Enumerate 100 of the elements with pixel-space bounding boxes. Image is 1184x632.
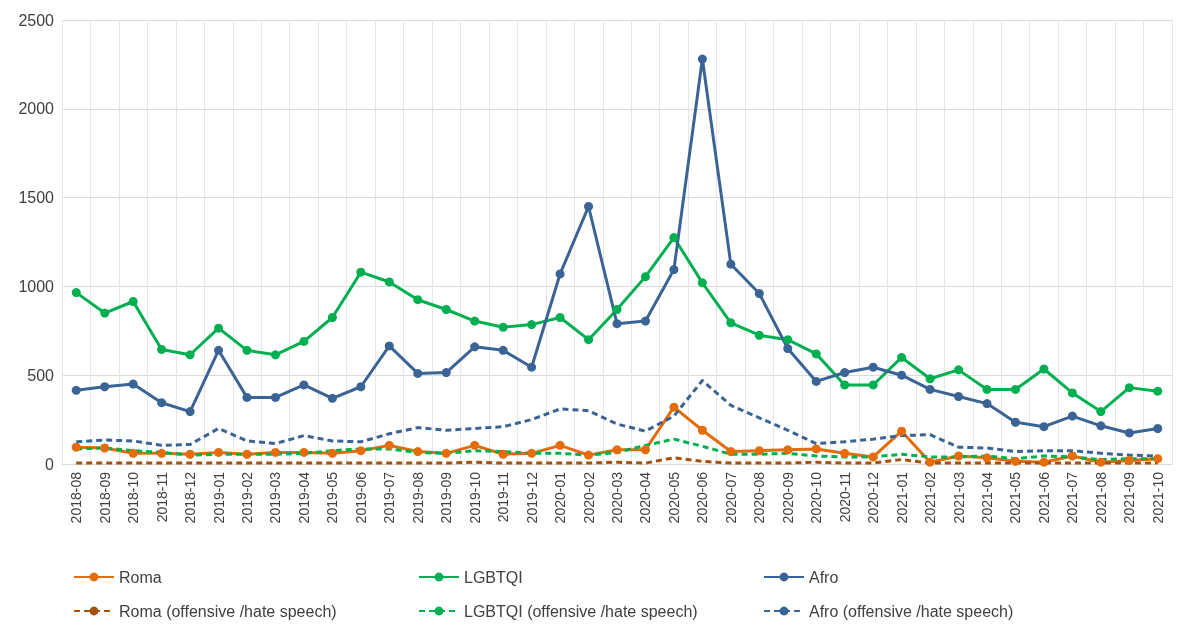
- point: [584, 201, 594, 211]
- x-tick-label: 2020-11: [836, 471, 853, 523]
- point: [384, 440, 394, 450]
- x-tick-label: 2021-02: [922, 471, 939, 524]
- x-tick-label: 2020-03: [609, 471, 625, 524]
- x-tick-label: 2020-10: [808, 471, 825, 524]
- point: [100, 308, 110, 318]
- x-tick-label: 2019-04: [295, 471, 312, 524]
- x-tick-label: 2019-05: [324, 471, 341, 524]
- point: [71, 442, 81, 452]
- point: [128, 297, 138, 306]
- x-tick-label: 2020-04: [637, 471, 654, 524]
- point: [697, 425, 707, 435]
- point: [242, 449, 252, 459]
- point: [555, 440, 565, 450]
- point: [612, 304, 622, 314]
- point: [555, 312, 565, 322]
- point: [1067, 451, 1077, 461]
- point: [1153, 386, 1163, 396]
- point: [640, 445, 650, 455]
- point: [270, 392, 280, 402]
- point: [555, 269, 565, 279]
- x-tick-label: 2021-04: [979, 471, 995, 524]
- point: [811, 349, 821, 359]
- point: [954, 392, 964, 402]
- point: [954, 365, 964, 375]
- point: [1153, 423, 1163, 433]
- x-tick-label: 2019-08: [409, 471, 426, 524]
- point: [754, 446, 764, 456]
- point: [1010, 417, 1020, 427]
- y-tick-label: 1500: [18, 189, 55, 207]
- point: [669, 265, 679, 275]
- point: [897, 426, 907, 436]
- x-tick-label: 2019-11: [495, 471, 512, 523]
- point: [157, 344, 167, 354]
- x-tick-label: 2019-10: [466, 471, 483, 524]
- point: [157, 398, 167, 408]
- x-tick-label: 2021-01: [893, 471, 910, 524]
- point: [270, 447, 280, 457]
- point: [1153, 454, 1163, 464]
- point: [527, 320, 537, 330]
- y-tick-label: 0: [45, 455, 55, 473]
- point: [640, 272, 650, 282]
- x-tick-label: 2018-09: [96, 471, 113, 524]
- x-tick-label: 2021-09: [1121, 471, 1138, 524]
- point: [157, 448, 167, 458]
- point: [726, 447, 736, 457]
- point: [470, 440, 480, 450]
- x-tick-label: 2020-05: [665, 471, 682, 524]
- point: [697, 278, 707, 288]
- x-tick-label: 2018-11: [153, 471, 170, 523]
- point: [1010, 384, 1020, 394]
- point: [71, 385, 81, 395]
- x-tick-label: 2019-06: [352, 471, 369, 524]
- point: [925, 384, 935, 394]
- point: [214, 447, 224, 457]
- point: [840, 380, 850, 390]
- point: [270, 350, 280, 360]
- point: [982, 453, 992, 463]
- point: [413, 368, 423, 378]
- point: [840, 448, 850, 458]
- point: [811, 376, 821, 386]
- x-tick-label: 2020-01: [552, 471, 569, 524]
- x-tick-label: 2019-03: [267, 471, 284, 524]
- point: [413, 447, 423, 457]
- point: [1039, 457, 1049, 467]
- point: [783, 445, 793, 455]
- legend-label: Afro: [809, 568, 839, 586]
- y-tick-label: 500: [27, 366, 55, 384]
- legend-label: Roma: [119, 568, 162, 586]
- y-tick-label: 2000: [18, 100, 55, 118]
- point: [185, 449, 195, 459]
- point: [1067, 411, 1077, 421]
- point: [783, 335, 793, 345]
- point: [925, 457, 935, 467]
- point: [1124, 455, 1134, 465]
- point: [384, 277, 394, 287]
- point: [783, 344, 793, 354]
- point: [1010, 456, 1020, 466]
- point: [441, 304, 451, 314]
- point: [214, 323, 224, 333]
- point: [726, 318, 736, 328]
- point: [299, 447, 309, 457]
- point: [1124, 383, 1134, 393]
- legend-label: Afro (offensive /hate speech): [809, 602, 1014, 620]
- x-tick-label: 2020-02: [580, 471, 597, 524]
- point: [100, 382, 110, 392]
- point: [498, 449, 508, 459]
- point: [925, 374, 935, 384]
- x-tick-label: 2021-05: [1007, 471, 1024, 524]
- point: [441, 368, 451, 378]
- point: [640, 316, 650, 326]
- x-tick-label: 2021-03: [950, 471, 967, 524]
- point: [584, 450, 594, 460]
- x-tick-label: 2020-08: [751, 471, 768, 524]
- point: [100, 443, 110, 453]
- point: [868, 452, 878, 462]
- point: [1039, 422, 1049, 432]
- point: [982, 384, 992, 394]
- point: [498, 345, 508, 355]
